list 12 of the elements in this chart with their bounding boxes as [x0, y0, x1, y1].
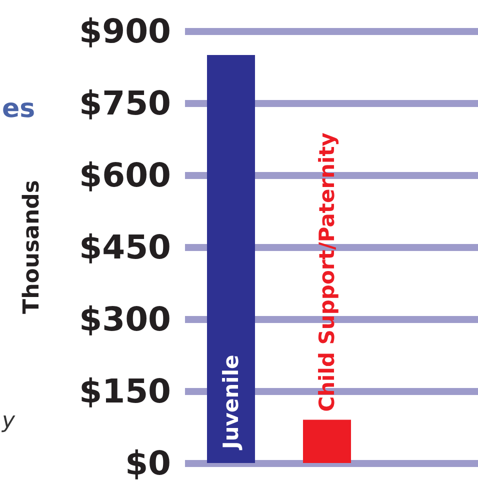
y-axis-title: Thousands [20, 180, 44, 314]
y-tick-label: $150 [79, 372, 171, 410]
y-tick-label: $750 [79, 84, 171, 122]
y-tick-label: $600 [79, 156, 171, 194]
y-tick-label: $300 [79, 300, 171, 338]
text: es [2, 94, 36, 124]
y-tick-label: $0 [125, 444, 171, 481]
y-tick-label: $900 [79, 12, 171, 50]
x-tick-label: Juvenile [219, 354, 243, 451]
text: y [1, 408, 16, 434]
x-tick-label: Child Support/Paternity [315, 132, 339, 412]
y-tick-label: $450 [79, 228, 171, 266]
